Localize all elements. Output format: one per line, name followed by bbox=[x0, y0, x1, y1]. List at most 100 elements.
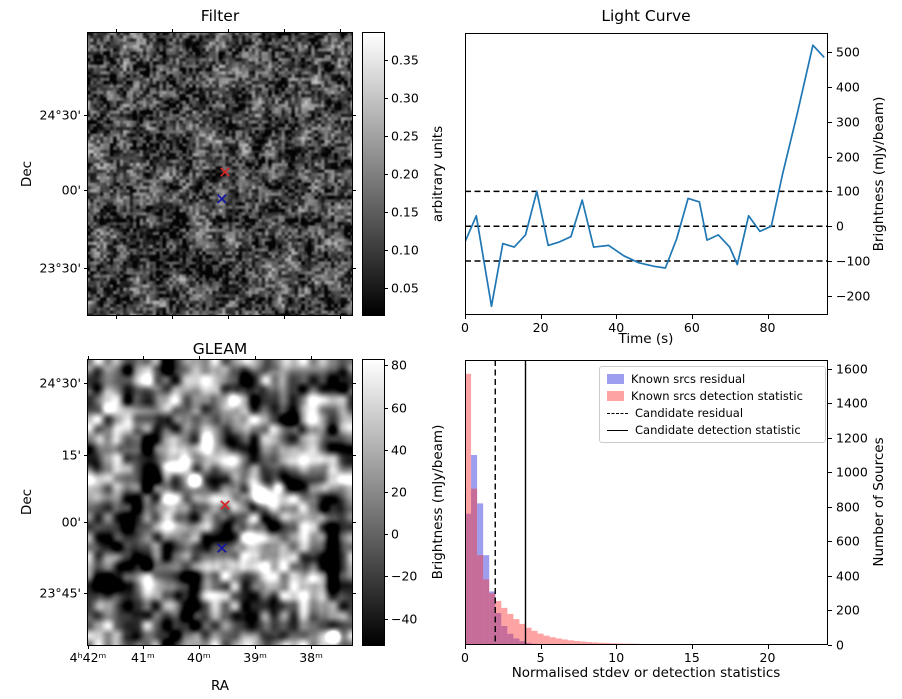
hist-bar-series-0 bbox=[489, 591, 496, 645]
tick-mark bbox=[352, 190, 356, 192]
tick-mark bbox=[616, 315, 618, 319]
hist-bar-series-1 bbox=[513, 619, 520, 645]
legend-item-candidate-detection: Candidate detection statistic bbox=[607, 423, 818, 437]
tick-mark bbox=[616, 645, 618, 649]
legend-item-known-residual: Known srcs residual bbox=[607, 372, 818, 386]
tick-mark bbox=[828, 261, 832, 263]
tick-mark bbox=[384, 135, 388, 137]
gleam-y-axis-label: Dec bbox=[19, 488, 35, 516]
tick-label: −100 bbox=[836, 253, 871, 269]
tick-mark bbox=[384, 491, 388, 493]
tick-mark bbox=[171, 29, 173, 33]
tick-mark bbox=[84, 521, 88, 523]
tick-mark bbox=[828, 86, 832, 88]
legend-patch-pink bbox=[607, 391, 624, 401]
hist-bar-series-1 bbox=[489, 593, 496, 645]
tick-label: 15' bbox=[61, 447, 81, 463]
tick-mark bbox=[540, 645, 542, 649]
hist-bar-series-0 bbox=[501, 626, 508, 645]
tick-mark bbox=[384, 97, 388, 99]
tick-label: 400 bbox=[836, 79, 860, 95]
filter-y-axis-label: Dec bbox=[19, 160, 35, 188]
lightcurve-plot bbox=[465, 33, 828, 315]
tick-mark bbox=[828, 403, 832, 405]
gleam-markers-overlay bbox=[217, 500, 230, 553]
tick-label: 0.30 bbox=[391, 90, 419, 106]
histogram-plot bbox=[465, 360, 828, 645]
tick-mark bbox=[142, 645, 144, 649]
tick-mark bbox=[198, 356, 200, 360]
tick-label: 600 bbox=[836, 533, 860, 549]
tick-label: 23°30' bbox=[39, 260, 82, 276]
axes-frame bbox=[465, 33, 828, 315]
tick-mark bbox=[84, 593, 88, 595]
tick-label: 80 bbox=[759, 320, 776, 335]
hist-bar-series-1 bbox=[507, 613, 514, 645]
tick-mark bbox=[142, 356, 144, 360]
gleam-image bbox=[87, 359, 353, 646]
hist-bar-series-1 bbox=[567, 640, 574, 645]
tick-mark bbox=[339, 315, 341, 319]
tick-mark bbox=[255, 356, 257, 360]
tick-mark bbox=[828, 472, 832, 474]
legend-label: Known srcs residual bbox=[631, 372, 746, 386]
tick-mark bbox=[352, 593, 356, 595]
tick-label: 1600 bbox=[836, 361, 868, 377]
hist-bar-series-0 bbox=[519, 641, 526, 645]
tick-label: 20 bbox=[532, 320, 549, 335]
tick-label: 5 bbox=[536, 650, 545, 665]
tick-mark bbox=[540, 315, 542, 319]
legend-label: Candidate detection statistic bbox=[635, 423, 801, 437]
filter-colorbar bbox=[362, 32, 385, 316]
tick-mark bbox=[384, 212, 388, 214]
tick-mark bbox=[828, 52, 832, 54]
hist-bar-series-1 bbox=[501, 607, 508, 645]
tick-label: 500 bbox=[836, 44, 860, 60]
tick-mark bbox=[828, 295, 832, 297]
hist-bar-series-0 bbox=[513, 638, 520, 645]
filter-panel-title: Filter bbox=[200, 7, 240, 25]
tick-mark bbox=[84, 267, 88, 269]
tick-label: 1200 bbox=[836, 430, 868, 446]
tick-mark bbox=[255, 645, 257, 649]
histogram-legend: Known srcs residual Known srcs detection… bbox=[599, 366, 826, 443]
tick-label: 4ʰ42ᵐ bbox=[69, 650, 107, 665]
tick-label: 1000 bbox=[836, 464, 868, 480]
hist-bar-series-1 bbox=[543, 635, 550, 645]
tick-label: 80 bbox=[391, 357, 407, 373]
tick-label: 0 bbox=[836, 637, 844, 653]
hist-bar-series-1 bbox=[495, 600, 502, 645]
tick-mark bbox=[384, 407, 388, 409]
tick-label: −40 bbox=[391, 611, 418, 627]
tick-label: 60 bbox=[391, 400, 407, 415]
marker-red-x bbox=[220, 167, 230, 177]
tick-label: 10 bbox=[608, 650, 625, 665]
hist-bar-series-1 bbox=[573, 641, 580, 645]
histogram-y-axis-label: Number of Sources bbox=[871, 437, 887, 567]
tick-mark bbox=[352, 267, 356, 269]
tick-mark bbox=[84, 454, 88, 456]
tick-label: 400 bbox=[836, 568, 860, 584]
hist-bar-series-1 bbox=[598, 642, 605, 645]
tick-mark bbox=[828, 610, 832, 612]
hist-bar-series-1 bbox=[579, 641, 586, 645]
tick-label: 23°45' bbox=[39, 585, 82, 601]
gleam-colorbar bbox=[362, 359, 385, 646]
tick-mark bbox=[465, 645, 466, 649]
hist-bar-series-1 bbox=[586, 642, 593, 645]
tick-label: 0 bbox=[391, 526, 399, 542]
tick-mark bbox=[227, 29, 229, 33]
tick-label: 00' bbox=[61, 182, 81, 198]
tick-label: 0 bbox=[461, 650, 469, 665]
hist-bar-series-1 bbox=[483, 579, 490, 645]
tick-label: 20 bbox=[759, 650, 776, 665]
hist-bar-series-0 bbox=[507, 633, 514, 645]
tick-label: 40 bbox=[608, 320, 625, 335]
filter-markers-overlay bbox=[217, 167, 230, 204]
lightcurve-line bbox=[465, 44, 825, 308]
tick-mark bbox=[198, 645, 200, 649]
tick-label: 800 bbox=[836, 499, 860, 515]
hist-bar-series-1 bbox=[519, 623, 526, 645]
tick-mark bbox=[828, 191, 832, 193]
